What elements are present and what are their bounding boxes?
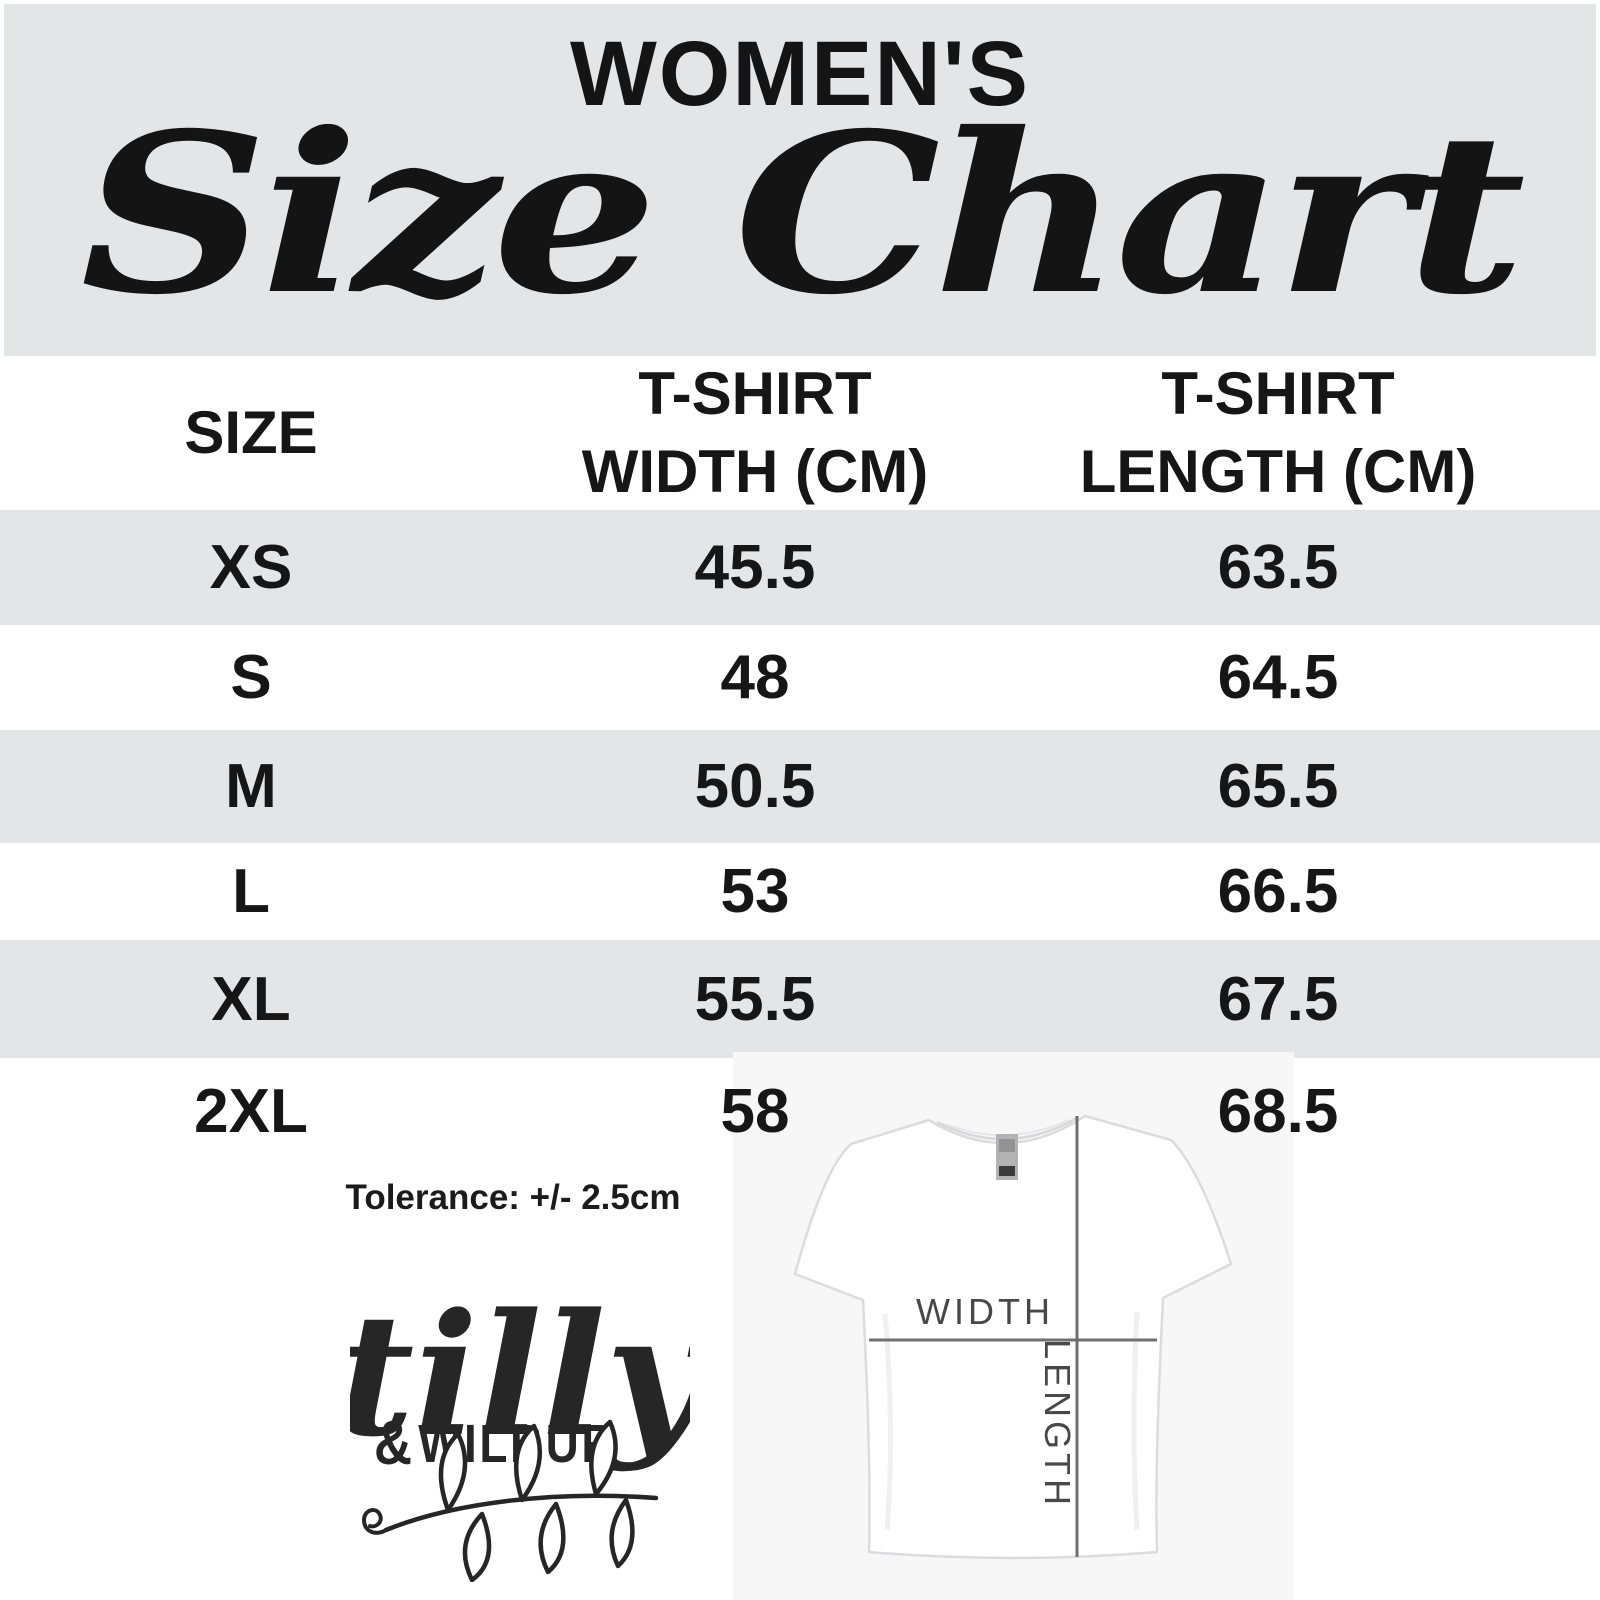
table-row: XS 45.5 63.5 bbox=[0, 510, 1600, 625]
row-size-label: S bbox=[230, 643, 272, 712]
row-length-value: 66.5 bbox=[1217, 857, 1339, 926]
logo-branch bbox=[362, 1419, 659, 1582]
fold-left bbox=[882, 1313, 894, 1531]
row-size-label: XS bbox=[209, 533, 293, 602]
row-length-value: 64.5 bbox=[1217, 643, 1339, 712]
page-kicker: WOMEN'S bbox=[569, 23, 1031, 125]
length-label: LENGTH bbox=[1037, 1339, 1078, 1509]
table-row: 2XL 58 68.5 bbox=[0, 1058, 1600, 1165]
row-size-label: 2XL bbox=[194, 1077, 308, 1146]
logo-ampersand: & bbox=[374, 1409, 412, 1478]
row-size-label: M bbox=[225, 752, 277, 821]
row-size-label: L bbox=[232, 857, 270, 926]
row-width-value: 58 bbox=[720, 1077, 790, 1146]
col-header-length: T-SHIRT LENGTH (CM) bbox=[1079, 360, 1477, 505]
tolerance-note: Tolerance: +/- 2.5cm bbox=[345, 1178, 681, 1217]
col-header-width: T-SHIRT WIDTH (CM) bbox=[581, 360, 929, 505]
logo-caps-group: & WILBUR bbox=[374, 1409, 614, 1478]
row-stripe-xs bbox=[0, 510, 1600, 625]
tshirt-photo: WIDTH LENGTH bbox=[733, 1052, 1294, 1600]
row-stripe-xl bbox=[0, 940, 1600, 1058]
row-length-value: 67.5 bbox=[1217, 964, 1339, 1034]
row-width-value: 55.5 bbox=[694, 964, 816, 1034]
page-title: Size Chart bbox=[0, 104, 1600, 324]
table-row: M 50.5 65.5 bbox=[0, 730, 1600, 843]
tshirt-body bbox=[793, 1114, 1233, 1560]
neck-tag bbox=[996, 1134, 1018, 1180]
width-label: WIDTH bbox=[916, 1291, 1054, 1332]
row-width-value: 48 bbox=[720, 643, 790, 712]
table-row: XL 55.5 67.5 bbox=[0, 940, 1600, 1058]
table-row: S 48 64.5 bbox=[0, 625, 1600, 730]
row-length-value: 68.5 bbox=[1217, 1077, 1339, 1146]
header-band bbox=[4, 4, 1596, 356]
row-length-value: 63.5 bbox=[1217, 533, 1339, 602]
row-width-value: 50.5 bbox=[694, 752, 816, 821]
row-length-value: 65.5 bbox=[1217, 752, 1339, 821]
table-header-row: SIZE T-SHIRT WIDTH (CM) T-SHIRT LENGTH (… bbox=[0, 356, 1600, 510]
col-header-size: SIZE bbox=[184, 399, 318, 466]
row-width-value: 45.5 bbox=[694, 533, 816, 602]
row-size-label: XL bbox=[211, 964, 291, 1034]
brand-logo: tilly & WILBUR bbox=[350, 1242, 690, 1582]
page-title-text: Size Chart bbox=[80, 84, 1527, 343]
table-row: L 53 66.5 bbox=[0, 843, 1600, 940]
row-stripe-m bbox=[0, 730, 1600, 843]
row-width-value: 53 bbox=[720, 857, 790, 926]
